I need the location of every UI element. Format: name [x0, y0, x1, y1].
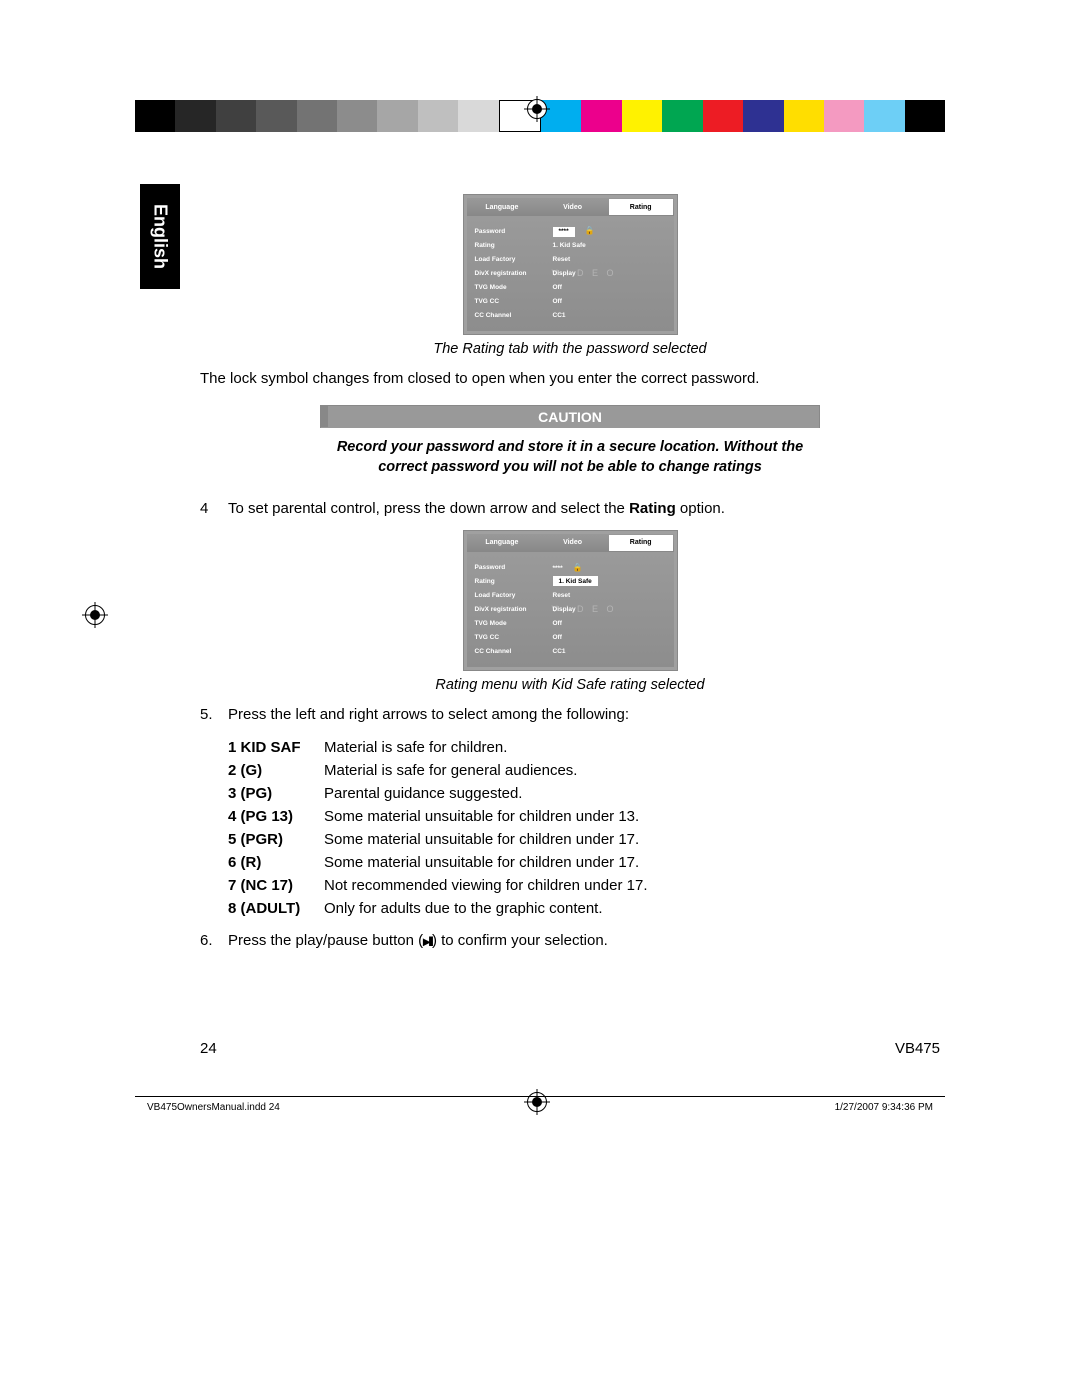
page-number: 24	[200, 1040, 217, 1057]
osd-body: V I D E O Password****🔒Rating1. Kid Safe…	[467, 552, 674, 667]
osd-body: V I D E O Password****🔒Rating1. Kid Safe…	[467, 216, 674, 331]
text: To set parental control, press the down …	[228, 500, 629, 517]
model-number: VB475	[895, 1040, 940, 1057]
registration-mark-left	[85, 605, 105, 625]
step-6: 6. Press the play/pause button (▸II) to …	[200, 931, 940, 951]
text: option.	[676, 500, 725, 517]
caution-header: CAUTION	[320, 405, 820, 428]
source-file: VB475OwnersManual.indd 24	[147, 1102, 280, 1113]
step-4: 4 To set parental control, press the dow…	[200, 499, 940, 519]
osd-screenshot-2: LanguageVideoRating V I D E O Password**…	[463, 530, 678, 671]
page-footer: 24 VB475	[200, 1040, 940, 1057]
step-text: Press the play/pause button (▸II) to con…	[228, 931, 940, 951]
osd-tabs: LanguageVideoRating	[467, 534, 674, 552]
step-number: 6.	[200, 931, 228, 951]
step-number: 5.	[200, 705, 228, 725]
text: ) to confirm your selection.	[432, 932, 608, 949]
registration-mark-top	[527, 99, 547, 119]
play-pause-icon: ▸II	[423, 932, 432, 951]
figure-caption-1: The Rating tab with the password selecte…	[200, 341, 940, 357]
text: Press the play/pause button (	[228, 932, 423, 949]
print-date: 1/27/2007 9:34:36 PM	[835, 1102, 933, 1113]
step-5: 5. Press the left and right arrows to se…	[200, 705, 940, 725]
body-text-1: The lock symbol changes from closed to o…	[200, 369, 940, 389]
osd-watermark: V I D E O	[552, 268, 617, 278]
step-number: 4	[200, 499, 228, 519]
caution-text: Record your password and store it in a s…	[320, 428, 820, 489]
print-metadata: VB475OwnersManual.indd 24 1/27/2007 9:34…	[147, 1102, 933, 1113]
osd-watermark: V I D E O	[552, 604, 617, 614]
osd-screenshot-1: LanguageVideoRating V I D E O Password**…	[463, 194, 678, 335]
footer-rule	[135, 1096, 945, 1097]
step-text: To set parental control, press the down …	[228, 499, 940, 519]
step-text: Press the left and right arrows to selec…	[228, 705, 940, 725]
rating-table: 1 KID SAFMaterial is safe for children.2…	[228, 739, 940, 917]
figure-caption-2: Rating menu with Kid Safe rating selecte…	[200, 677, 940, 693]
caution-box: CAUTION Record your password and store i…	[320, 405, 820, 489]
bold-word: Rating	[629, 500, 676, 517]
osd-tabs: LanguageVideoRating	[467, 198, 674, 216]
